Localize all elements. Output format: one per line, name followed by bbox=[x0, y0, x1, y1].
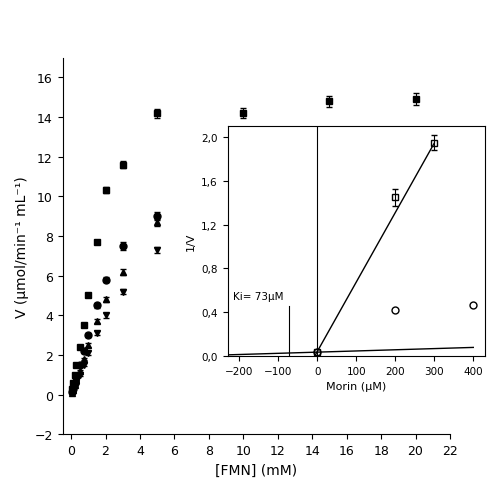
Y-axis label: V (μmol/min⁻¹ mL⁻¹): V (μmol/min⁻¹ mL⁻¹) bbox=[15, 176, 29, 317]
Y-axis label: 1/V: 1/V bbox=[186, 232, 196, 251]
X-axis label: [FMN] (mM): [FMN] (mM) bbox=[215, 463, 298, 476]
Text: Ki= 73μM: Ki= 73μM bbox=[234, 292, 284, 302]
X-axis label: Morin (μM): Morin (μM) bbox=[326, 382, 386, 391]
